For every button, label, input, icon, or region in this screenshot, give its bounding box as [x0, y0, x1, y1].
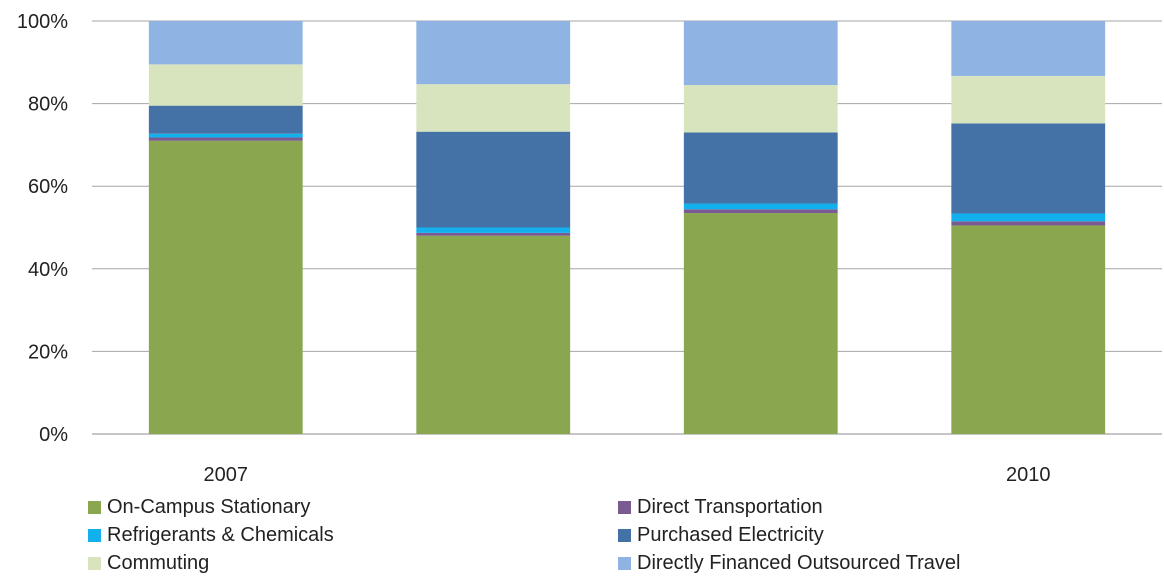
- bar-segment-refrigerants-chemicals: [683, 203, 838, 210]
- legend-item-refrigerants-chemicals: Refrigerants & Chemicals: [88, 522, 334, 548]
- legend-item-commuting: Commuting: [88, 550, 209, 576]
- bar-segment-commuting: [951, 75, 1106, 124]
- legend-item-on-campus-stationary: On-Campus Stationary: [88, 494, 310, 520]
- y-tick-label: 100%: [17, 11, 68, 33]
- legend-item-directly-financed-outsourced-travel: Directly Financed Outsourced Travel: [618, 550, 960, 576]
- bar-segment-direct-transportation: [416, 232, 571, 236]
- legend-label: Directly Financed Outsourced Travel: [637, 551, 961, 574]
- bar-segment-direct-transportation: [951, 221, 1106, 226]
- bar-segment-directly-financed-outsourced-travel: [416, 21, 571, 85]
- x-tick-label: 2010: [1006, 464, 1051, 486]
- bar-segment-refrigerants-chemicals: [951, 213, 1106, 222]
- bar-segment-purchased-electricity: [951, 123, 1106, 214]
- y-tick-label: 40%: [28, 259, 68, 281]
- legend-item-direct-transportation: Direct Transportation: [618, 494, 823, 520]
- legend-label: Commuting: [107, 551, 210, 574]
- legend-swatch: [88, 528, 101, 542]
- legend-swatch: [618, 500, 631, 514]
- bar-segment-on-campus-stationary: [951, 225, 1106, 434]
- y-tick-label: 60%: [28, 176, 68, 198]
- legend-label: On-Campus Stationary: [107, 495, 311, 518]
- bar-segment-direct-transportation: [148, 137, 303, 141]
- bar-segment-commuting: [148, 64, 303, 106]
- legend-item-purchased-electricity: Purchased Electricity: [618, 522, 824, 548]
- bar-segment-purchased-electricity: [148, 105, 303, 134]
- legend-swatch: [88, 556, 101, 570]
- bar-segment-on-campus-stationary: [683, 213, 838, 434]
- bar-segment-directly-financed-outsourced-travel: [951, 21, 1106, 76]
- bar-segment-on-campus-stationary: [416, 235, 571, 434]
- y-tick-label: 0%: [39, 424, 68, 446]
- bar-segment-refrigerants-chemicals: [148, 133, 303, 138]
- y-tick-label: 80%: [28, 94, 68, 116]
- legend-label: Purchased Electricity: [637, 523, 824, 546]
- bar-segment-purchased-electricity: [683, 132, 838, 204]
- x-tick-label: 2007: [204, 464, 249, 486]
- bar-segment-commuting: [416, 84, 571, 132]
- legend-swatch: [618, 556, 631, 570]
- legend-label: Direct Transportation: [637, 495, 823, 518]
- bar-segment-refrigerants-chemicals: [416, 227, 571, 233]
- bar-segment-on-campus-stationary: [148, 140, 303, 434]
- bar-segment-directly-financed-outsourced-travel: [683, 21, 838, 86]
- legend-swatch: [618, 528, 631, 542]
- legend-label: Refrigerants & Chemicals: [107, 523, 334, 546]
- bar-segment-commuting: [683, 85, 838, 133]
- y-tick-label: 20%: [28, 341, 68, 363]
- bar-segment-purchased-electricity: [416, 131, 571, 228]
- bar-segment-directly-financed-outsourced-travel: [148, 21, 303, 65]
- legend-swatch: [88, 500, 101, 514]
- bar-segment-direct-transportation: [683, 209, 838, 214]
